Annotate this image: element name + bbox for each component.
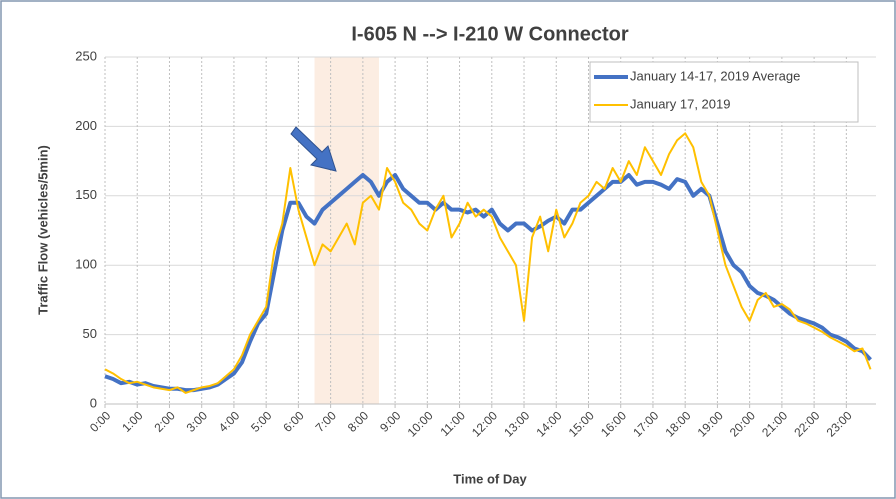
y-tick-label: 250 — [75, 48, 97, 63]
highlight-band — [314, 57, 379, 404]
legend-label: January 17, 2019 — [630, 96, 730, 111]
x-axis-label: Time of Day — [453, 471, 527, 486]
y-tick-label: 100 — [75, 257, 97, 272]
lines-layer — [104, 132, 872, 394]
series-line — [104, 132, 872, 394]
legend-label: January 14-17, 2019 Average — [630, 68, 800, 83]
y-tick-label: 200 — [75, 118, 97, 133]
y-tick-label: 150 — [75, 187, 97, 202]
chart-title: I-605 N --> I-210 W Connector — [351, 23, 628, 45]
arrow — [290, 126, 337, 172]
legend-box — [589, 61, 859, 123]
y-tick-label: 0 — [90, 395, 97, 410]
y-axis-label: Traffic Flow (vehicles/5min) — [35, 145, 50, 315]
y-tick-label: 50 — [83, 326, 97, 341]
